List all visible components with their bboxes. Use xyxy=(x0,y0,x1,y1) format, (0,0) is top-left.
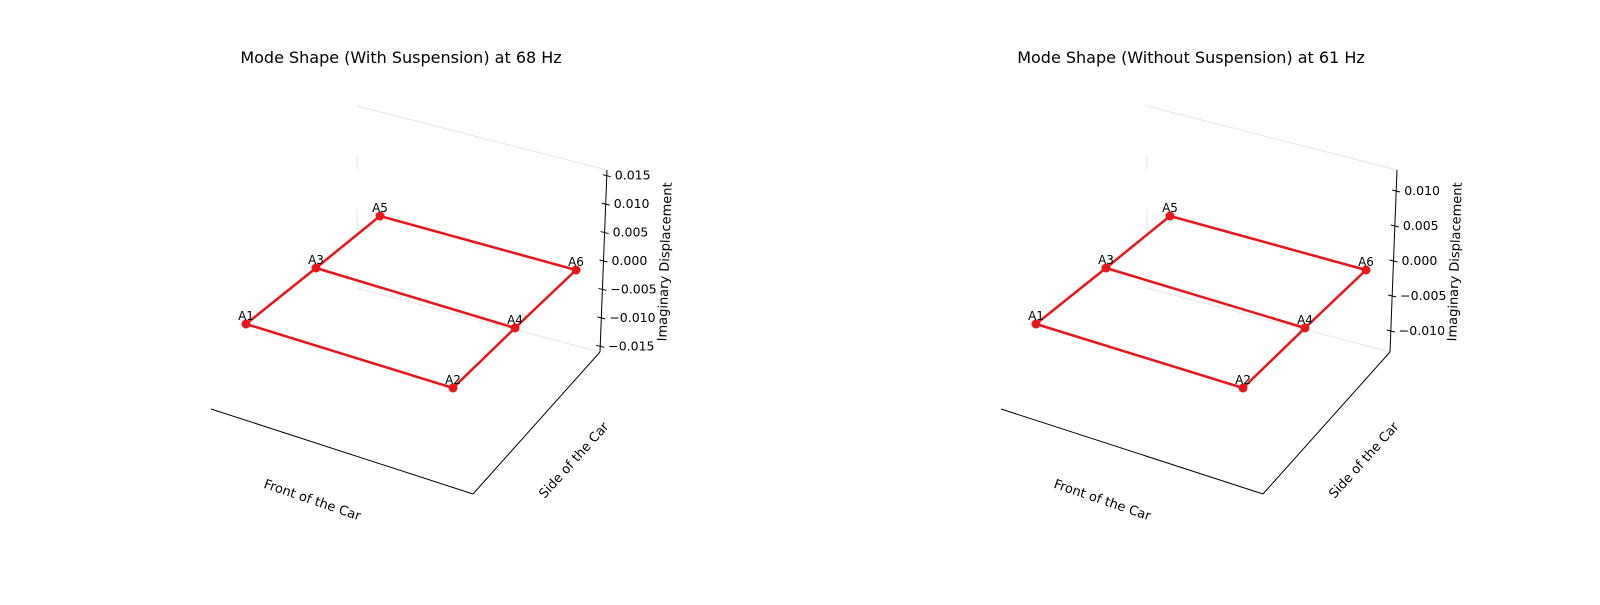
edge-A4-A6 xyxy=(1303,268,1368,330)
mode-shape-lines xyxy=(244,214,578,390)
point-label: A5 xyxy=(372,201,388,215)
x-axis-line xyxy=(1000,408,1264,495)
point-label: A4 xyxy=(1297,313,1313,327)
x-axis-label: Front of the Car xyxy=(262,477,364,524)
point-A1 xyxy=(241,319,251,329)
points xyxy=(241,211,581,393)
y-axis-label: Side of the Car xyxy=(1326,419,1402,501)
edge-A4-A6 xyxy=(513,268,578,330)
subplot-with-suspension: Mode Shape (With Suspension) at 68 Hz Fr… xyxy=(210,48,676,525)
chart-title: Mode Shape (Without Suspension) at 61 Hz xyxy=(1017,48,1365,67)
z-tick-label: 0.005 xyxy=(613,225,649,240)
z-tick-mark xyxy=(1390,224,1399,228)
z-tick-mark xyxy=(598,287,607,291)
edge-A5-A6 xyxy=(378,214,578,272)
z-tick-mark xyxy=(602,174,611,178)
z-axis-ticks: −0.015 −0.010 −0.005 0.000 0.005 0.010 0.015 xyxy=(596,168,657,353)
z-tick-mark xyxy=(600,231,609,235)
point-labels: A1 A2 A3 A4 A5 A6 xyxy=(238,201,584,387)
grid xyxy=(1146,105,1398,353)
z-tick-mark xyxy=(1389,259,1398,263)
point-A2 xyxy=(448,383,458,393)
z-tick-label: −0.005 xyxy=(1400,288,1446,303)
grid-line xyxy=(356,105,608,171)
edge-A5-A6 xyxy=(1168,214,1368,272)
point-label: A5 xyxy=(1162,201,1178,215)
chart-title: Mode Shape (With Suspension) at 68 Hz xyxy=(240,48,561,67)
point-A1 xyxy=(1031,319,1041,329)
z-tick-mark xyxy=(599,259,608,263)
y-axis-line xyxy=(472,351,601,495)
z-tick-label: 0.010 xyxy=(614,196,650,211)
grid-line xyxy=(1146,105,1398,171)
point-A4 xyxy=(1300,323,1310,333)
points xyxy=(1031,211,1371,393)
point-labels: A1 A2 A3 A4 A5 A6 xyxy=(1028,201,1374,387)
z-axis-ticks: −0.010 −0.005 0.000 0.005 0.010 xyxy=(1386,183,1446,338)
point-A2 xyxy=(1238,383,1248,393)
edge-A3-A5 xyxy=(1104,214,1172,270)
edge-A1-A2 xyxy=(1034,322,1245,390)
mode-shape-lines xyxy=(1034,214,1368,390)
z-tick-mark xyxy=(1386,329,1395,333)
z-tick-label: −0.010 xyxy=(1399,323,1445,338)
point-A3 xyxy=(1101,263,1111,273)
edge-A1-A3 xyxy=(244,266,318,326)
edge-A3-A5 xyxy=(314,214,382,270)
z-tick-mark xyxy=(596,344,605,348)
point-label: A2 xyxy=(445,373,461,387)
z-tick-label: 0.000 xyxy=(612,253,648,268)
grid-line xyxy=(1146,287,1391,353)
z-tick-label: −0.010 xyxy=(609,310,655,325)
z-tick-mark xyxy=(1392,189,1401,193)
grid-line xyxy=(356,287,601,353)
point-label: A1 xyxy=(238,309,254,323)
grid xyxy=(356,105,608,353)
z-tick-label: −0.005 xyxy=(610,281,656,296)
point-A5 xyxy=(375,211,385,221)
point-A6 xyxy=(571,265,581,275)
point-label: A3 xyxy=(308,253,324,267)
z-axis-label: Imaginary Displacement xyxy=(1445,182,1466,342)
x-axis-label: Front of the Car xyxy=(1052,477,1154,524)
x-axis-line xyxy=(210,408,474,495)
edge-A2-A4 xyxy=(451,326,517,390)
point-A5 xyxy=(1165,211,1175,221)
point-A4 xyxy=(510,323,520,333)
edge-A1-A2 xyxy=(244,322,455,390)
z-axis-label: Imaginary Displacement xyxy=(655,182,676,342)
z-tick-label: 0.000 xyxy=(1402,253,1438,268)
z-tick-mark xyxy=(1388,294,1397,298)
point-label: A3 xyxy=(1098,253,1114,267)
y-axis-line xyxy=(1262,351,1391,495)
subplot-without-suspension: Mode Shape (Without Suspension) at 61 Hz… xyxy=(1000,48,1466,525)
point-label: A4 xyxy=(507,313,523,327)
edge-A3-A4 xyxy=(1104,266,1307,330)
point-label: A6 xyxy=(1358,255,1374,269)
z-tick-mark xyxy=(597,316,606,320)
z-tick-label: 0.010 xyxy=(1404,183,1440,198)
edge-A3-A4 xyxy=(314,266,517,330)
z-tick-label: 0.005 xyxy=(1403,218,1439,233)
point-A6 xyxy=(1361,265,1371,275)
point-label: A1 xyxy=(1028,309,1044,323)
edge-A2-A4 xyxy=(1241,326,1307,390)
z-tick-mark xyxy=(601,202,610,206)
edge-A1-A3 xyxy=(1034,266,1108,326)
point-label: A6 xyxy=(568,255,584,269)
point-label: A2 xyxy=(1235,373,1251,387)
z-tick-label: 0.015 xyxy=(615,168,651,183)
point-A3 xyxy=(311,263,321,273)
z-tick-label: −0.015 xyxy=(608,338,654,353)
y-axis-label: Side of the Car xyxy=(536,419,612,501)
